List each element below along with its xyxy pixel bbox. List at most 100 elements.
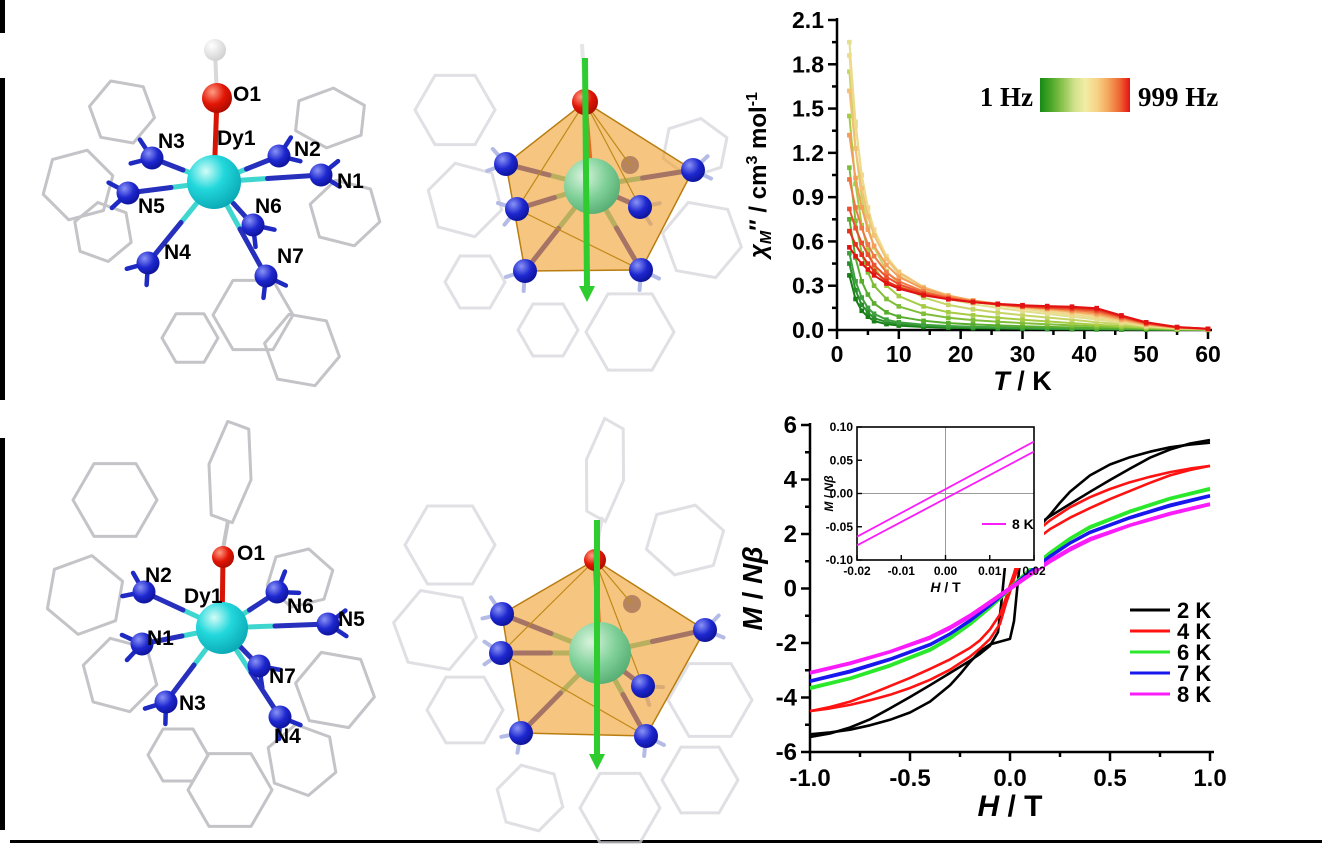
n-atom [130, 632, 154, 656]
legend: 2 K4 K6 K7 K8 K [1130, 598, 1211, 707]
svg-text:10: 10 [886, 341, 912, 367]
n-atom [693, 618, 717, 642]
n-atom [116, 181, 140, 205]
atom-label-n5: N5 [138, 195, 165, 218]
atom-label-n2: N2 [294, 138, 321, 161]
svg-text:20: 20 [948, 341, 974, 367]
axes [801, 423, 1214, 761]
n-atom [247, 654, 271, 678]
atom-label-o1: O1 [237, 542, 266, 565]
atom-label-n1: N1 [337, 170, 364, 193]
series-lines [809, 438, 1211, 739]
o-atom [202, 83, 232, 113]
n-atom [265, 580, 289, 604]
inset-series [856, 450, 1035, 547]
x-axis-label: H / T [977, 790, 1042, 823]
ligand-ring [516, 302, 580, 358]
svg-text:-6: -6 [776, 739, 797, 766]
x-axis-label: T / K [993, 366, 1052, 396]
series-316 Hz [848, 134, 1209, 331]
svg-text:0.0: 0.0 [993, 765, 1026, 792]
ligand-ring [660, 200, 744, 280]
ligand-ring [495, 763, 565, 833]
legend-label-6 K: 6 K [1177, 640, 1211, 665]
ligand-ring [263, 312, 341, 388]
ligand-ring [211, 278, 295, 352]
svg-text:1.0: 1.0 [1193, 765, 1226, 792]
svg-text:60: 60 [1195, 341, 1221, 367]
ligand-ring [391, 588, 479, 672]
svg-text:0.10: 0.10 [830, 420, 854, 434]
inset-legend-label: 8 K [1012, 516, 1034, 532]
n-atom [254, 264, 278, 288]
n-atom [132, 580, 156, 604]
ligand-ring [413, 73, 497, 147]
ligand-ring [88, 79, 156, 145]
ligand-ring [578, 771, 662, 845]
structure-1-panel: O1 Dy1 N3 N2 N1 N5 N6 N4 N7 [0, 0, 400, 400]
ligand-ring [294, 650, 376, 730]
svg-text:1.8: 1.8 [792, 51, 824, 77]
loop-4 K [809, 464, 1211, 713]
page-edge-bar [0, 0, 5, 33]
n-atom [629, 258, 653, 282]
svg-text:40: 40 [1072, 341, 1098, 367]
ligand-ring [160, 312, 220, 364]
n-atom [309, 163, 333, 187]
legend-label-4 K: 4 K [1177, 619, 1211, 644]
svg-text:0: 0 [784, 576, 797, 603]
svg-text:0.5: 0.5 [1093, 765, 1126, 792]
svg-text:-0.02: -0.02 [843, 564, 871, 578]
svg-text:1.5: 1.5 [792, 96, 824, 122]
legend-label-7 K: 7 K [1177, 661, 1211, 686]
dy-atom [187, 155, 241, 209]
atom-label-n6: N6 [255, 195, 282, 218]
n-atom [316, 612, 340, 636]
svg-text:2.1: 2.1 [792, 7, 824, 33]
inset-y-axis-label: M / Nβ [822, 475, 836, 512]
n-atom [494, 152, 518, 176]
hysteresis-chart-panel: -6 -4 -2 0 2 4 6 -1.0 -0.5 0.0 0.5 1.0 H / T M / Nβ 2 … [740, 400, 1322, 847]
chi-chart-panel: 0.0 0.3 0.6 0.9 1.2 1.5 1.8 2.1 0 10 20 30 40 50 60 T /… [740, 0, 1322, 400]
frequency-gradient-bar [1040, 78, 1130, 112]
anisotropy-axis-arrow [579, 57, 595, 302]
ligand-ring [146, 727, 210, 783]
legend-label-2 K: 2 K [1177, 598, 1211, 623]
n-atom [505, 197, 529, 221]
ligand-ring [584, 292, 676, 372]
chi-vs-T-chart: 0.0 0.3 0.6 0.9 1.2 1.5 1.8 2.1 0 10 20 30 40 50 60 T /… [744, 7, 1221, 396]
ligand-ring [644, 503, 726, 577]
ligand-ring [71, 462, 159, 538]
n-atom [268, 705, 292, 729]
o-atom [212, 546, 234, 568]
h-atom [204, 39, 226, 61]
o-phenyl-bond [221, 520, 230, 550]
axes [828, 18, 1212, 339]
ligand-ring [73, 201, 133, 263]
ligand-ring [186, 752, 274, 828]
legend-max-label: 999 Hz [1138, 82, 1218, 112]
svg-text:-4: -4 [776, 685, 798, 712]
atoms [494, 89, 705, 283]
molecule-structure-1 [41, 39, 382, 388]
anisotropy-axis-arrow [589, 520, 605, 770]
ligand-ring [443, 254, 507, 310]
ligand-skeleton [45, 419, 376, 828]
ligand-skeleton [41, 79, 382, 388]
svg-text:-0.5: -0.5 [889, 765, 930, 792]
page-edge-bar [0, 438, 5, 830]
atom-label-n5: N5 [338, 608, 365, 631]
ligand-ring [403, 504, 497, 586]
series-18 Hz [848, 115, 1209, 331]
atoms [116, 39, 333, 288]
atom-label-n7: N7 [277, 245, 304, 268]
series-178 Hz [848, 90, 1209, 331]
atom-label-n2: N2 [145, 564, 172, 587]
atom-label-dy1: Dy1 [184, 585, 223, 608]
svg-text:30: 30 [1010, 341, 1036, 367]
legend-min-label: 1 Hz [980, 82, 1033, 112]
ligand-ring [41, 148, 115, 222]
n-atom [267, 144, 291, 168]
n-atom [634, 724, 658, 748]
